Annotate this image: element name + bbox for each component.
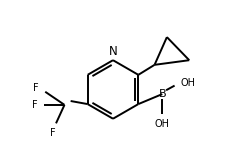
Text: F: F: [32, 100, 37, 110]
Text: F: F: [50, 128, 56, 138]
Text: OH: OH: [181, 78, 196, 88]
Text: OH: OH: [155, 119, 170, 129]
Text: N: N: [109, 45, 117, 58]
Text: F: F: [33, 83, 39, 93]
Text: B: B: [158, 89, 166, 99]
